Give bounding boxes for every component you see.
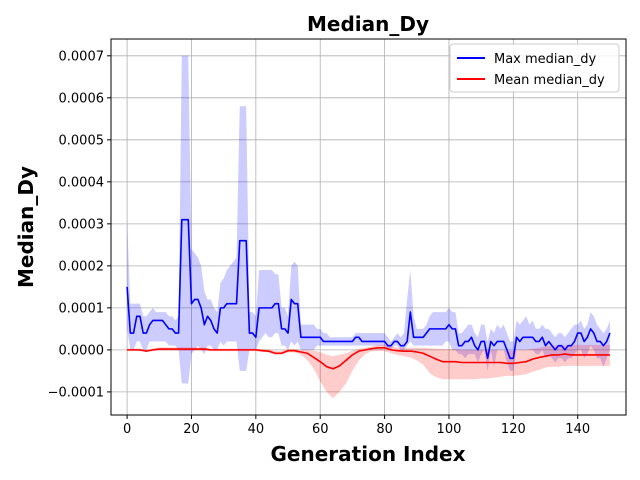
x-tick-label: 0	[123, 422, 131, 437]
legend-label-max-median-dy: Max median_dy	[494, 52, 596, 67]
legend-label-mean-median-dy: Mean median_dy	[494, 73, 605, 88]
x-tick-label: 60	[312, 422, 329, 437]
y-tick-label: 0.0000	[59, 343, 105, 358]
x-axis-ticks: 0 20 40 60 80 100 120 140	[123, 415, 590, 437]
plot-frame	[110, 38, 627, 416]
y-tick-label: 0.0002	[59, 259, 105, 274]
y-tick-label: 0.0005	[59, 133, 105, 148]
x-tick-label: 120	[501, 422, 526, 437]
x-axis-label: Generation Index	[271, 442, 466, 466]
y-tick-label: −0.0001	[48, 385, 104, 400]
x-tick-label: 40	[248, 422, 265, 437]
chart-title: Median_Dy	[307, 12, 429, 36]
mean-median-dy-line	[127, 346, 610, 370]
x-tick-label: 140	[565, 422, 590, 437]
mean-median-dy-band	[127, 344, 610, 399]
y-tick-label: 0.0006	[59, 91, 105, 106]
y-tick-label: 0.0001	[59, 301, 105, 316]
max-median-dy-line	[126, 218, 611, 360]
x-tick-label: 80	[376, 422, 393, 437]
legend-box	[449, 43, 620, 93]
y-axis-label: Median_Dy	[14, 166, 38, 288]
y-axis-ticks: −0.0001 0.0000 0.0001 0.0002 0.0003 0.0004 0.0…	[48, 49, 111, 400]
y-tick-label: 0.0007	[59, 49, 105, 64]
x-tick-label: 100	[437, 422, 462, 437]
x-tick-label: 20	[183, 422, 200, 437]
y-tick-label: 0.0004	[59, 175, 105, 190]
y-tick-label: 0.0003	[59, 217, 105, 232]
series-lines	[126, 218, 611, 370]
legend: Max median_dy Mean median_dy	[449, 43, 620, 93]
